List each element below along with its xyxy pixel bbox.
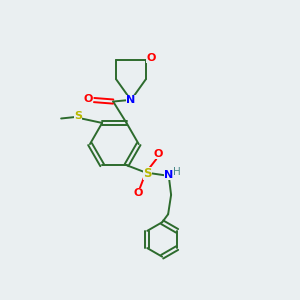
Text: O: O: [153, 149, 162, 159]
Text: N: N: [164, 170, 174, 180]
Text: S: S: [74, 111, 82, 121]
Text: O: O: [134, 188, 143, 198]
Text: S: S: [143, 167, 152, 180]
Text: O: O: [83, 94, 93, 104]
Text: H: H: [173, 167, 181, 177]
Text: N: N: [126, 95, 136, 105]
Text: O: O: [146, 53, 156, 63]
